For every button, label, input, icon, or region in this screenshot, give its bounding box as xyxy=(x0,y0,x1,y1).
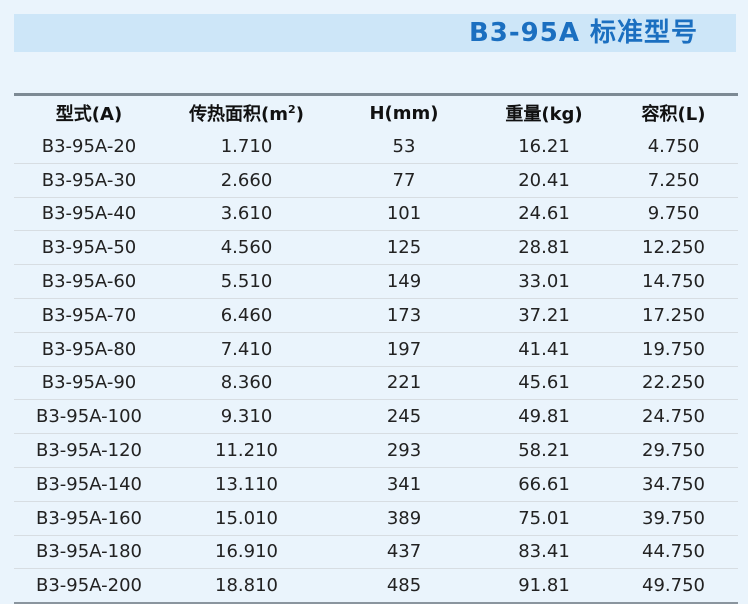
cell-height: 221 xyxy=(386,372,422,394)
cell-area: 1.710 xyxy=(220,135,273,157)
cell-weight: 16.21 xyxy=(518,135,570,157)
cell-weight: 37.21 xyxy=(518,304,570,326)
cell-model: B3-95A-50 xyxy=(41,237,137,259)
cell-model: B3-95A-200 xyxy=(36,575,142,597)
cell-height: 77 xyxy=(392,169,416,191)
cell-weight: 49.81 xyxy=(518,406,570,428)
cell-weight: 91.81 xyxy=(518,575,570,597)
cell-model: B3-95A-60 xyxy=(41,271,137,293)
cell-height: 125 xyxy=(386,237,422,259)
header-model: 型式(A) xyxy=(55,104,123,125)
cell-height: 389 xyxy=(386,507,422,529)
table-row: B3-95A-80 7.410 197 41.41 19.750 xyxy=(14,331,738,366)
table-row: B3-95A-60 5.510 149 33.01 14.750 xyxy=(14,264,738,298)
cell-volume: 17.250 xyxy=(642,304,705,326)
cell-area: 7.410 xyxy=(220,338,273,360)
cell-height: 293 xyxy=(386,440,422,462)
table-row: B3-95A-180 16.910 437 83.41 44.750 xyxy=(14,534,738,569)
cell-model: B3-95A-70 xyxy=(41,304,137,326)
table-row: B3-95A-200 18.810 485 91.81 49.750 xyxy=(14,568,738,602)
cell-area: 4.560 xyxy=(220,237,273,259)
table-row: B3-95A-30 2.660 77 20.41 7.250 xyxy=(14,162,738,197)
cell-volume: 24.750 xyxy=(642,406,705,428)
cell-weight: 41.41 xyxy=(518,338,570,360)
page-title: B3-95A 标准型号 xyxy=(468,18,698,48)
title-banner: B3-95A 标准型号 xyxy=(14,14,736,52)
cell-area: 6.460 xyxy=(220,304,273,326)
cell-model: B3-95A-160 xyxy=(36,507,142,529)
cell-model: B3-95A-30 xyxy=(41,169,137,191)
table-row: B3-95A-70 6.460 173 37.21 17.250 xyxy=(14,297,738,332)
cell-weight: 58.21 xyxy=(518,440,570,462)
cell-weight: 33.01 xyxy=(518,271,570,293)
cell-area: 15.010 xyxy=(215,507,278,529)
cell-volume: 14.750 xyxy=(642,271,705,293)
table-bottom-rule xyxy=(14,602,738,604)
cell-height: 173 xyxy=(386,304,422,326)
cell-volume: 34.750 xyxy=(642,473,705,495)
table-row: B3-95A-120 11.210 293 58.21 29.750 xyxy=(14,433,738,467)
cell-area: 3.610 xyxy=(220,203,273,225)
cell-height: 53 xyxy=(392,135,416,157)
table-row: B3-95A-20 1.710 53 16.21 4.750 xyxy=(14,130,738,163)
cell-volume: 19.750 xyxy=(642,338,705,360)
table-header-row: 型式(A) 传热面积(m2) H(mm) 重量(kg) 容积(L) xyxy=(14,96,738,130)
cell-area: 16.910 xyxy=(215,541,278,563)
table-row: B3-95A-160 15.010 389 75.01 39.750 xyxy=(14,500,738,535)
cell-area: 9.310 xyxy=(220,406,273,428)
cell-area: 13.110 xyxy=(215,473,278,495)
cell-volume: 4.750 xyxy=(647,135,700,157)
cell-model: B3-95A-140 xyxy=(36,473,142,495)
cell-area: 5.510 xyxy=(220,271,273,293)
header-area: 传热面积(m2) xyxy=(164,100,329,126)
cell-height: 485 xyxy=(386,575,422,597)
cell-model: B3-95A-100 xyxy=(36,406,142,428)
cell-area: 8.360 xyxy=(220,372,273,394)
cell-volume: 29.750 xyxy=(642,440,705,462)
cell-weight: 83.41 xyxy=(518,541,570,563)
cell-volume: 39.750 xyxy=(642,507,705,529)
cell-weight: 28.81 xyxy=(518,237,570,259)
table-row: B3-95A-40 3.610 101 24.61 9.750 xyxy=(14,196,738,231)
cell-model: B3-95A-180 xyxy=(36,541,142,563)
cell-area: 11.210 xyxy=(215,440,278,462)
cell-weight: 66.61 xyxy=(518,473,570,495)
cell-volume: 7.250 xyxy=(647,169,700,191)
header-weight: 重量(kg) xyxy=(505,104,583,125)
cell-volume: 9.750 xyxy=(647,203,700,225)
cell-model: B3-95A-80 xyxy=(41,338,137,360)
table-row: B3-95A-90 8.360 221 45.61 22.250 xyxy=(14,365,738,400)
cell-height: 197 xyxy=(386,338,422,360)
cell-model: B3-95A-90 xyxy=(41,372,137,394)
cell-volume: 44.750 xyxy=(642,541,705,563)
table-row: B3-95A-50 4.560 125 28.81 12.250 xyxy=(14,230,738,264)
cell-weight: 75.01 xyxy=(518,507,570,529)
cell-weight: 24.61 xyxy=(518,203,570,225)
cell-height: 101 xyxy=(386,203,422,225)
cell-area: 18.810 xyxy=(215,575,278,597)
cell-volume: 12.250 xyxy=(642,237,705,259)
cell-volume: 49.750 xyxy=(642,575,705,597)
table-body: B3-95A-20 1.710 53 16.21 4.750 B3-95A-30 2.660… xyxy=(14,130,738,602)
header-volume: 容积(L) xyxy=(641,104,706,125)
cell-model: B3-95A-120 xyxy=(36,440,142,462)
cell-weight: 20.41 xyxy=(518,169,570,191)
header-area-close: ) xyxy=(295,104,304,125)
cell-model: B3-95A-40 xyxy=(41,203,137,225)
header-height: H(mm) xyxy=(369,102,439,124)
table-row: B3-95A-140 13.110 341 66.61 34.750 xyxy=(14,466,738,501)
cell-height: 245 xyxy=(386,406,422,428)
cell-volume: 22.250 xyxy=(642,372,705,394)
cell-height: 341 xyxy=(386,473,422,495)
cell-weight: 45.61 xyxy=(518,372,570,394)
table-row: B3-95A-100 9.310 245 49.81 24.750 xyxy=(14,399,738,433)
cell-model: B3-95A-20 xyxy=(41,135,137,157)
cell-height: 437 xyxy=(386,541,422,563)
cell-height: 149 xyxy=(386,271,422,293)
cell-area: 2.660 xyxy=(220,169,273,191)
table-top-rule xyxy=(14,93,738,96)
header-area-superscript: 2 xyxy=(288,103,296,116)
header-area-label: 传热面积(m xyxy=(189,104,289,125)
spec-table: 型式(A) 传热面积(m2) H(mm) 重量(kg) 容积(L) B3-95A… xyxy=(14,93,738,604)
